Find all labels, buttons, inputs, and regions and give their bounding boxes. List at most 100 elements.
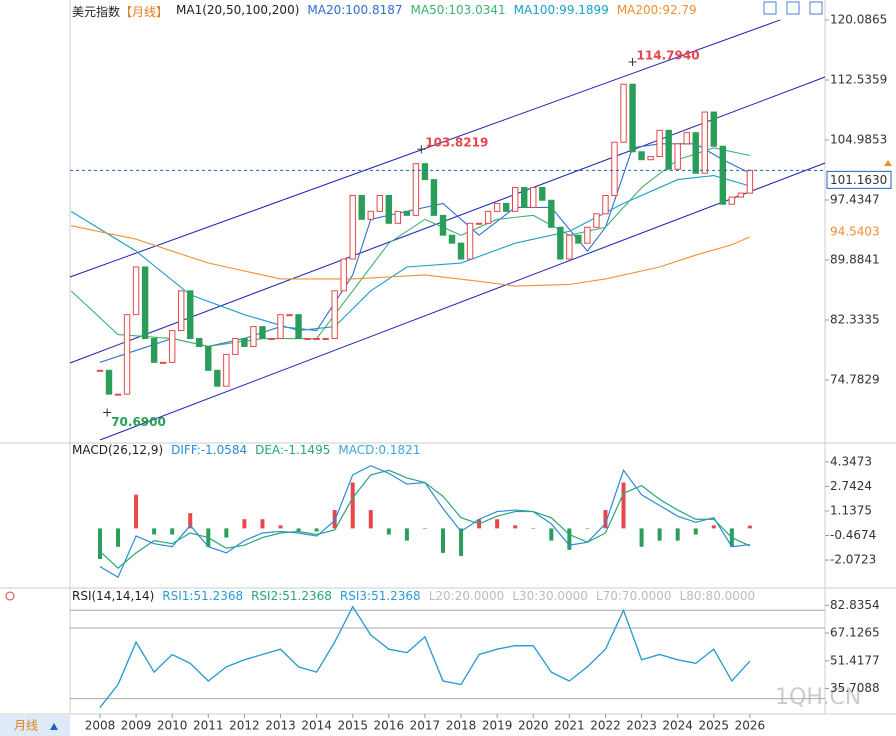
- x-tick-label: 2017: [410, 719, 441, 733]
- candle: [430, 179, 438, 216]
- candle: [196, 338, 203, 347]
- legend-entry: DEA:-1.1495: [255, 443, 331, 457]
- legend-entry: MA50:103.0341: [410, 3, 506, 17]
- price-header: 美元指数 【月线】 MA1(20,50,100,200) MA20:100.81…: [72, 3, 697, 20]
- candle: [629, 83, 636, 153]
- candle: [511, 187, 519, 212]
- candle: [593, 213, 600, 228]
- tool-icon[interactable]: [809, 1, 823, 15]
- candle: [539, 187, 546, 201]
- candle: [123, 314, 131, 395]
- candle: [268, 338, 275, 341]
- tool-icon[interactable]: [763, 1, 777, 15]
- macd-bar: [639, 528, 644, 547]
- period-button[interactable]: [0, 715, 70, 736]
- candle: [647, 156, 654, 161]
- moving-average: [70, 175, 751, 332]
- x-tick-label: 2019: [482, 719, 513, 733]
- macd-bar: [422, 528, 427, 529]
- macd-bar: [116, 528, 121, 547]
- candle: [214, 369, 221, 387]
- candle: [178, 290, 185, 332]
- candle: [638, 151, 645, 161]
- candle: [232, 338, 239, 355]
- rsi-line: [99, 605, 751, 708]
- rsi-header: RSI(14,14,14) RSI1:51.2368 RSI2:51.2368 RS…: [72, 589, 755, 603]
- y-tick-label: 89.8841: [830, 252, 880, 266]
- macd-bar: [549, 528, 554, 541]
- candle: [466, 222, 474, 260]
- x-tick-label: 2008: [85, 719, 116, 733]
- y-tick-label: 67.1265: [830, 626, 880, 640]
- candle: [502, 202, 510, 212]
- macd-bar: [242, 519, 247, 529]
- candle: [358, 194, 365, 220]
- y-tick-label: 4.3473: [830, 454, 872, 468]
- y-tick-label: 2.7424: [830, 479, 872, 493]
- macd-bar: [621, 482, 626, 529]
- candle: [367, 210, 374, 220]
- y-tick-label: 97.4347: [830, 192, 880, 206]
- candle: [719, 145, 727, 205]
- macd-bar: [314, 528, 319, 532]
- x-tick-label: 2016: [374, 719, 405, 733]
- macd-bar: [585, 528, 590, 529]
- last-price-label: 101.1630: [830, 173, 887, 187]
- x-tick-label: 2025: [699, 719, 730, 733]
- candle: [187, 290, 194, 340]
- candle: [159, 361, 167, 364]
- candle: [277, 314, 284, 340]
- candle: [584, 226, 591, 244]
- legend-entry: L20:20.0000: [428, 589, 505, 603]
- candle: [566, 234, 573, 260]
- macd-bar: [693, 528, 698, 535]
- macd-bar: [97, 528, 102, 559]
- candle: [376, 194, 384, 212]
- extreme-label: 70.6900: [111, 415, 166, 429]
- rsi-title: RSI(14,14,14): [72, 589, 155, 603]
- price-marker: [884, 160, 892, 166]
- extreme-marker: [103, 408, 112, 417]
- candle: [602, 194, 609, 215]
- tool-icon[interactable]: [786, 1, 800, 15]
- y-tick-label: 104.9853: [830, 132, 887, 146]
- candle: [385, 194, 393, 224]
- candle: [683, 132, 690, 145]
- period: 【月线】: [120, 5, 169, 19]
- candle: [548, 199, 555, 228]
- candle: [304, 338, 311, 341]
- period-arrow[interactable]: [50, 723, 58, 730]
- ma200-label: 94.5403: [830, 224, 880, 238]
- candle: [692, 132, 699, 174]
- candle: [168, 330, 176, 363]
- macd-header: MACD(26,12,9) DIFF:-1.0584 DEA:-1.1495 MAC…: [72, 443, 420, 457]
- macd-bar: [459, 528, 464, 556]
- settings-icon[interactable]: [5, 591, 15, 601]
- candle: [611, 141, 618, 196]
- toolbar: [763, 1, 823, 15]
- x-tick-label: 2013: [265, 719, 296, 733]
- macd-bar: [711, 525, 716, 529]
- legend-entry: MACD:0.1821: [338, 443, 421, 457]
- x-tick-label: 2010: [157, 719, 188, 733]
- candle: [575, 234, 582, 244]
- candle: [150, 338, 158, 363]
- candle: [737, 192, 745, 198]
- legend-entry: L70:70.0000: [595, 589, 672, 603]
- macd-line: [99, 469, 751, 569]
- candle: [205, 345, 212, 371]
- candle: [286, 314, 293, 317]
- period-label: 月线: [14, 719, 38, 733]
- candle: [412, 163, 420, 216]
- candle: [557, 226, 564, 260]
- candle: [475, 222, 483, 225]
- extreme-label: 114.7940: [637, 49, 700, 63]
- x-tick-label: 2012: [229, 719, 260, 733]
- macd-bar: [404, 528, 409, 541]
- candle: [114, 393, 122, 396]
- candle: [250, 326, 257, 347]
- x-tick-label: 2014: [301, 719, 332, 733]
- x-tick-label: 2022: [590, 719, 621, 733]
- x-tick-label: 2024: [662, 719, 693, 733]
